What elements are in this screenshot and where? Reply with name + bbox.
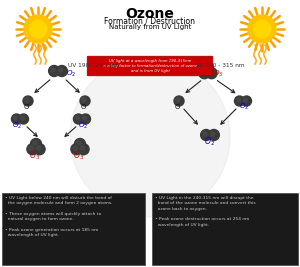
Text: UV 190 - 240 nm: UV 190 - 240 nm bbox=[68, 63, 118, 68]
Text: $O_3$: $O_3$ bbox=[73, 149, 84, 162]
Circle shape bbox=[211, 132, 215, 136]
Circle shape bbox=[29, 146, 34, 150]
Circle shape bbox=[201, 129, 212, 140]
Text: $O_3$: $O_3$ bbox=[29, 149, 40, 162]
Circle shape bbox=[19, 114, 28, 124]
Circle shape bbox=[74, 139, 86, 150]
Circle shape bbox=[236, 98, 241, 102]
Circle shape bbox=[203, 132, 207, 136]
Circle shape bbox=[208, 129, 219, 140]
Text: O: O bbox=[81, 104, 86, 110]
Circle shape bbox=[82, 97, 86, 102]
Text: • UV Light below 240 nm will disturb the bond of
  the oxygen molecule and form : • UV Light below 240 nm will disturb the… bbox=[5, 196, 112, 237]
Circle shape bbox=[58, 68, 63, 72]
Circle shape bbox=[235, 96, 244, 106]
Circle shape bbox=[33, 141, 37, 145]
FancyBboxPatch shape bbox=[152, 193, 298, 265]
Circle shape bbox=[253, 20, 271, 38]
FancyBboxPatch shape bbox=[2, 193, 145, 265]
Circle shape bbox=[208, 70, 213, 74]
Circle shape bbox=[242, 96, 251, 106]
Text: $O_2$: $O_2$ bbox=[66, 69, 76, 79]
Text: O: O bbox=[175, 104, 180, 110]
Circle shape bbox=[71, 144, 82, 155]
Circle shape bbox=[206, 68, 217, 79]
FancyBboxPatch shape bbox=[87, 56, 213, 76]
Circle shape bbox=[24, 15, 52, 43]
Circle shape bbox=[56, 65, 67, 77]
Circle shape bbox=[78, 144, 89, 155]
Circle shape bbox=[73, 146, 77, 150]
Circle shape bbox=[248, 15, 276, 43]
Text: $O_2$: $O_2$ bbox=[78, 121, 88, 131]
Circle shape bbox=[199, 68, 210, 79]
Circle shape bbox=[205, 65, 209, 69]
Circle shape bbox=[202, 62, 214, 73]
Circle shape bbox=[80, 114, 91, 124]
Text: $O_2$: $O_2$ bbox=[204, 136, 215, 148]
Circle shape bbox=[201, 70, 206, 74]
Circle shape bbox=[82, 116, 86, 120]
Text: Ozone: Ozone bbox=[126, 7, 174, 21]
Circle shape bbox=[36, 146, 41, 150]
Circle shape bbox=[27, 144, 38, 155]
Circle shape bbox=[29, 20, 47, 38]
Text: $O_3$: $O_3$ bbox=[213, 69, 223, 79]
Circle shape bbox=[244, 98, 248, 102]
Circle shape bbox=[49, 65, 60, 77]
Text: UV 240 - 315 nm: UV 240 - 315 nm bbox=[195, 63, 244, 68]
Circle shape bbox=[76, 116, 80, 120]
Circle shape bbox=[14, 116, 17, 120]
Text: UV light at a wavelength from 190-315nm
is a key factor to formation/destruction: UV light at a wavelength from 190-315nm … bbox=[103, 59, 197, 73]
Circle shape bbox=[77, 141, 81, 145]
Circle shape bbox=[176, 97, 180, 102]
Text: $O_2$: $O_2$ bbox=[12, 121, 22, 131]
Circle shape bbox=[11, 114, 22, 124]
Circle shape bbox=[25, 97, 29, 102]
Text: O: O bbox=[24, 104, 29, 110]
Circle shape bbox=[80, 96, 90, 106]
Circle shape bbox=[34, 144, 45, 155]
Text: Formation / Destruction: Formation / Destruction bbox=[104, 17, 196, 26]
Circle shape bbox=[174, 96, 184, 106]
Circle shape bbox=[20, 116, 25, 120]
Text: • UV Light in the 240-315 nm will disrupt the
  bond of the ozone molecule and c: • UV Light in the 240-315 nm will disrup… bbox=[155, 196, 256, 227]
Circle shape bbox=[70, 57, 230, 217]
Circle shape bbox=[80, 146, 85, 150]
Text: Naturally from UV Light: Naturally from UV Light bbox=[109, 24, 191, 30]
Circle shape bbox=[23, 96, 33, 106]
Circle shape bbox=[31, 139, 41, 150]
Circle shape bbox=[74, 114, 83, 124]
Circle shape bbox=[51, 68, 55, 72]
Text: $O_2$: $O_2$ bbox=[239, 102, 249, 112]
